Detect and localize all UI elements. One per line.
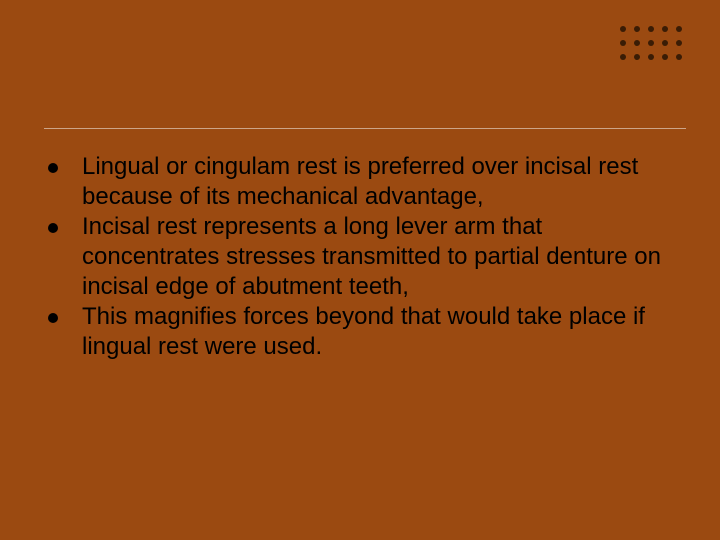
divider-line (44, 128, 686, 129)
list-item: Lingual or cingulam rest is preferred ov… (44, 152, 676, 212)
bullet-text: Lingual or cingulam rest is preferred ov… (82, 152, 676, 212)
bullet-list: Lingual or cingulam rest is preferred ov… (44, 152, 676, 362)
list-item: This magnifies forces beyond that would … (44, 302, 676, 362)
bullet-text: This magnifies forces beyond that would … (82, 302, 676, 362)
bullet-icon (48, 163, 58, 173)
slide: Lingual or cingulam rest is preferred ov… (0, 0, 720, 540)
bullet-icon (48, 313, 58, 323)
slide-content: Lingual or cingulam rest is preferred ov… (44, 152, 676, 362)
corner-dot-decoration (620, 26, 686, 64)
bullet-text: Incisal rest represents a long lever arm… (82, 212, 676, 302)
list-item: Incisal rest represents a long lever arm… (44, 212, 676, 302)
bullet-icon (48, 223, 58, 233)
